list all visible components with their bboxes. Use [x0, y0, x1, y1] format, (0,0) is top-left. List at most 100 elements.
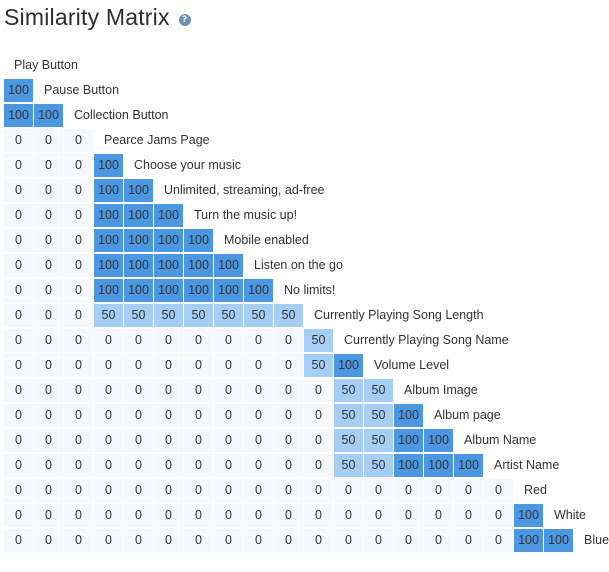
matrix-cell: 100	[154, 279, 183, 302]
matrix-cell: 0	[154, 379, 183, 402]
matrix-cell: 0	[4, 504, 33, 527]
matrix-cell: 0	[214, 429, 243, 452]
matrix-cell: 0	[244, 329, 273, 352]
matrix-cell: 0	[4, 404, 33, 427]
matrix-cell: 0	[124, 379, 153, 402]
matrix-cell: 50	[124, 304, 153, 327]
matrix-cell: 0	[394, 479, 423, 502]
row-label: Unlimited, streaming, ad-free	[164, 183, 325, 197]
matrix-cell: 0	[4, 204, 33, 227]
row-label: Currently Playing Song Length	[314, 308, 484, 322]
matrix-cell: 0	[94, 354, 123, 377]
matrix-cell: 0	[4, 529, 33, 552]
matrix-cell: 100	[94, 229, 123, 252]
matrix-cell: 0	[124, 504, 153, 527]
matrix-cell: 50	[364, 404, 393, 427]
matrix-cell: 100	[124, 254, 153, 277]
matrix-cell: 100	[94, 279, 123, 302]
matrix-cell: 0	[94, 429, 123, 452]
matrix-cell: 0	[124, 454, 153, 477]
row-label: Album Image	[404, 383, 478, 397]
matrix-cell: 0	[184, 504, 213, 527]
matrix-cell: 0	[424, 504, 453, 527]
matrix-cell: 0	[394, 504, 423, 527]
matrix-cell: 0	[484, 479, 513, 502]
matrix-cell: 0	[454, 479, 483, 502]
row-label: Mobile enabled	[224, 233, 309, 247]
matrix-cell: 0	[124, 479, 153, 502]
matrix-cell: 0	[64, 354, 93, 377]
matrix-cell: 0	[4, 279, 33, 302]
matrix-cell: 0	[34, 179, 63, 202]
matrix-cell: 0	[184, 454, 213, 477]
matrix-cell: 50	[154, 304, 183, 327]
matrix-cell: 100	[514, 504, 543, 527]
matrix-cell: 100	[34, 104, 63, 127]
row-label: Volume Level	[374, 358, 450, 372]
matrix-cell: 50	[94, 304, 123, 327]
row-label: Album Name	[464, 433, 537, 447]
matrix-cell: 100	[154, 254, 183, 277]
row-label: Play Button	[14, 58, 78, 72]
matrix-cell: 0	[94, 329, 123, 352]
matrix-cell: 0	[274, 429, 303, 452]
matrix-cell: 100	[184, 254, 213, 277]
matrix-cell: 0	[64, 379, 93, 402]
matrix-cell: 50	[334, 404, 363, 427]
matrix-cell: 0	[304, 404, 333, 427]
matrix-cell: 50	[244, 304, 273, 327]
matrix-cell: 0	[184, 379, 213, 402]
matrix-cell: 0	[484, 529, 513, 552]
matrix-cell: 0	[4, 429, 33, 452]
matrix-cell: 0	[454, 529, 483, 552]
matrix-cell: 0	[34, 454, 63, 477]
matrix-cell: 0	[4, 354, 33, 377]
matrix-cell: 0	[244, 529, 273, 552]
matrix-cell: 0	[124, 329, 153, 352]
matrix-cell: 0	[34, 429, 63, 452]
matrix-cell: 0	[64, 479, 93, 502]
matrix-cell: 0	[214, 454, 243, 477]
matrix-cell: 0	[184, 529, 213, 552]
matrix-cell: 0	[34, 304, 63, 327]
matrix-cell: 0	[154, 479, 183, 502]
matrix-cell: 100	[124, 279, 153, 302]
matrix-cell: 0	[124, 529, 153, 552]
matrix-cell: 100	[94, 204, 123, 227]
matrix-cell: 50	[334, 379, 363, 402]
matrix-cell: 0	[274, 529, 303, 552]
matrix-cell: 0	[274, 404, 303, 427]
matrix-cell: 0	[4, 229, 33, 252]
matrix-cell: 0	[64, 279, 93, 302]
matrix-cell: 0	[214, 329, 243, 352]
matrix-cell: 0	[154, 354, 183, 377]
matrix-cell: 50	[364, 454, 393, 477]
matrix-cell: 0	[184, 329, 213, 352]
row-label: Pause Button	[44, 83, 120, 97]
matrix-cell: 0	[184, 479, 213, 502]
matrix-cell: 0	[4, 154, 33, 177]
matrix-cell: 0	[274, 479, 303, 502]
matrix-cell: 0	[94, 529, 123, 552]
matrix-cell: 50	[304, 354, 333, 377]
matrix-cell: 100	[94, 179, 123, 202]
matrix-cell: 0	[274, 504, 303, 527]
matrix-cell: 100	[214, 254, 243, 277]
row-label: Blue	[584, 533, 609, 547]
matrix-cell: 0	[154, 329, 183, 352]
matrix-cell: 0	[64, 429, 93, 452]
matrix-cell: 0	[244, 504, 273, 527]
matrix-cell: 0	[214, 504, 243, 527]
matrix-cell: 0	[34, 504, 63, 527]
matrix-cell: 0	[34, 254, 63, 277]
matrix-cell: 0	[454, 504, 483, 527]
matrix-cell: 0	[94, 379, 123, 402]
matrix-cell: 0	[184, 429, 213, 452]
matrix-cell: 100	[394, 404, 423, 427]
matrix-cell: 50	[214, 304, 243, 327]
matrix-cell: 100	[184, 279, 213, 302]
help-icon[interactable]: ?	[178, 13, 191, 26]
matrix-cell: 0	[394, 529, 423, 552]
matrix-cell: 0	[214, 529, 243, 552]
matrix-cell: 0	[124, 354, 153, 377]
